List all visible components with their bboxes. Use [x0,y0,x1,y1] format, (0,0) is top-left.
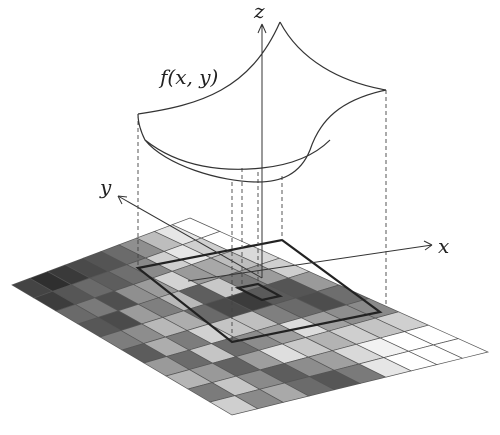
axes [117,23,433,282]
surface-back-edge [137,21,281,115]
surface-patch [137,21,387,183]
grid-cell [209,395,259,416]
surface-lower-edge [144,139,331,170]
x-axis-arrowhead [423,240,433,251]
surface-front-edge [137,89,387,183]
center-pixel-box [234,282,284,302]
axis-label-x: x [438,234,449,258]
function-label: f(x, y) [158,65,218,89]
axis-label-y: y [99,175,112,199]
x-axis [187,244,433,282]
axis-label-z: z [253,0,265,23]
projection-lines [137,90,387,342]
outer-neighborhood-box [135,238,383,344]
y-axis-arrowhead [117,195,128,205]
z-axis-arrowhead [257,23,267,34]
y-axis [117,195,263,279]
surface-right-edge [279,21,387,91]
